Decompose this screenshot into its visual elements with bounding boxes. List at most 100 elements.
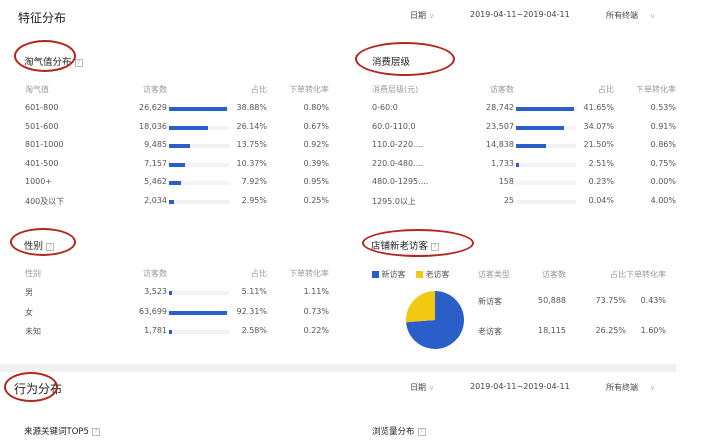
legend-old[interactable]: 老访客 [416,269,450,280]
table-cell: 92.31% [236,306,267,316]
column-header: 访客数 [490,85,514,94]
table-cell: 110.0-220.... [372,140,424,150]
bar-fill [169,162,185,167]
table-cell: 50,888 [538,296,566,305]
date-type-select[interactable]: 日期 ∨ [410,382,434,393]
section-divider [0,364,676,372]
column-header: 下单转化率 [626,270,666,279]
table-cell: 0.25% [303,196,329,205]
bar-track [169,181,229,186]
table-cell: 14,838 [486,140,514,150]
column-header: 下单转化率 [289,85,329,94]
table-cell: 220.0-480.... [372,158,424,168]
terminal-label: 所有终端 [606,383,638,392]
table-cell: 63,699 [139,306,167,316]
table-cell: 0.67% [303,121,329,131]
table-cell: 73.75% [595,296,626,305]
column-header: 占比 [610,270,626,279]
bar-track [516,181,576,186]
bar-track [169,144,229,149]
table-cell: 0.92% [303,140,329,150]
table-cell: 13.75% [236,140,267,150]
table-cell: 2.51% [588,158,614,168]
help-icon[interactable]: ? [74,58,83,67]
table-cell: 60.0-110.0 [372,121,416,131]
table-cell: 18,115 [538,326,566,335]
table-cell: 26,629 [139,103,167,112]
bar-fill [516,144,547,149]
table-cell: 480.0-1295.... [372,177,429,187]
table-cell: 25 [503,196,514,205]
table-cell: 10.37% [236,158,267,168]
page-title: 特征分布 [18,11,67,25]
help-icon[interactable]: ? [91,427,100,436]
bar-fill [169,144,190,149]
table-cell: 9,485 [144,140,167,150]
table-cell: 新访客 [478,297,502,306]
chevron-down-icon: ∨ [650,12,656,20]
table-cell: 1000+ [25,177,53,187]
terminal-select[interactable]: 所有终端 ∨ [606,10,655,21]
bar-track [169,330,229,334]
date-range-picker[interactable]: 2019-04-11~2019-04-11 [470,382,570,391]
column-header: 性别 [25,269,41,278]
column-header: 淘气值 [25,85,49,94]
help-icon[interactable]: ? [417,427,426,436]
bar-fill [169,330,172,334]
date-type-select[interactable]: 日期 ∨ [410,10,434,21]
keyword-top5-title: 来源关键词TOP5? [24,425,100,437]
column-header: 访客数 [143,269,167,278]
chevron-down-icon: ∨ [429,12,435,20]
table-cell: 0.53% [650,103,676,112]
column-header: 下单转化率 [289,269,329,278]
table-cell: 0.04% [588,196,614,205]
legend-swatch [416,271,423,278]
table-cell: 1,733 [491,158,514,168]
table-cell: 7.92% [241,177,267,187]
bar-fill [169,310,227,315]
pageview-dist-title: 浏览量分布? [372,425,426,437]
table-cell: 0.23% [588,177,614,187]
column-header: 访客数 [542,270,566,279]
table-cell: 0.86% [650,140,676,150]
table-cell: 26.25% [595,326,626,335]
table-cell: 601-800 [25,103,59,112]
date-range-picker[interactable]: 2019-04-11~2019-04-11 [470,10,570,19]
terminal-select[interactable]: 所有终端 ∨ [606,382,655,393]
column-header: 访客数 [143,85,167,94]
table-cell: 0.00% [650,177,676,187]
table-cell: 28,742 [486,103,514,112]
table-cell: 2.95% [241,196,267,205]
table-cell: 401-500 [25,158,59,168]
table-cell: 26.14% [236,121,267,131]
legend-label: 老访客 [425,270,450,279]
table-cell: 0.39% [303,158,329,168]
pie-slice-old [406,291,435,323]
legend-new[interactable]: 新访客 [372,269,406,280]
table-cell: 0.95% [303,177,329,187]
table-cell: 4.00% [650,196,676,205]
table-cell: 0.73% [303,306,329,316]
table-cell: 38.88% [236,103,267,112]
table-cell: 158 [498,177,514,187]
annotation-ellipse [355,42,455,76]
table-cell: 男 [25,288,33,297]
date-label: 日期 [410,11,426,20]
table-cell: 5.11% [241,287,267,296]
bar-fill [169,107,227,111]
table-cell: 0.91% [650,121,676,131]
bar-track [169,291,229,295]
table-cell: 未知 [25,327,41,336]
table-cell: 0.43% [640,296,666,305]
column-header: 占比 [251,85,267,94]
table-cell: 0.22% [303,326,329,335]
bar-fill [169,291,173,295]
table-cell: 801-1000 [25,140,64,150]
table-cell: 21.50% [583,140,614,150]
table-cell: 7,157 [144,158,167,168]
table-cell: 18,036 [139,121,167,131]
visitors-pie-chart [406,291,464,349]
bar-track [516,200,576,204]
table-cell: 501-600 [25,121,59,131]
terminal-label: 所有终端 [606,11,638,20]
